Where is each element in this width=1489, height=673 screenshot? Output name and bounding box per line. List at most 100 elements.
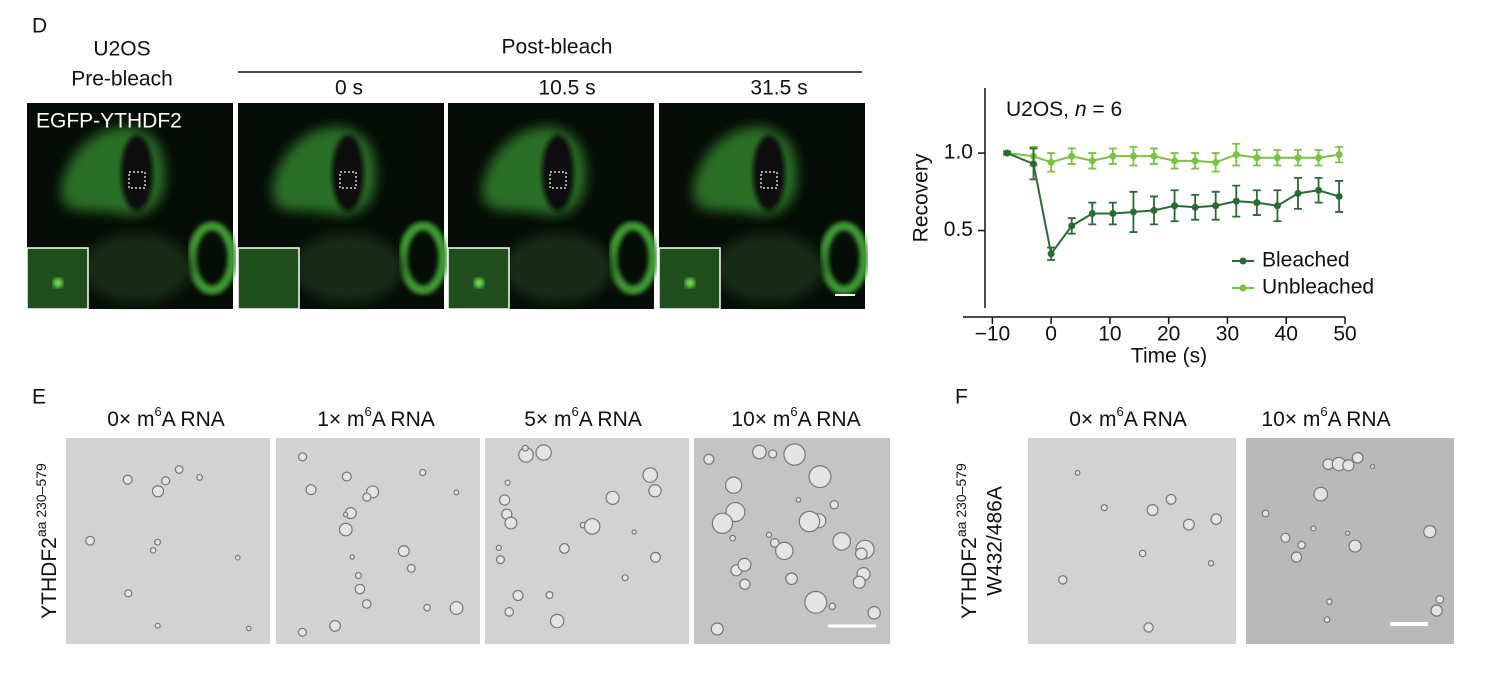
row-label-line2: W432/486A — [984, 486, 1007, 596]
point — [1129, 152, 1137, 160]
point — [1294, 189, 1302, 197]
droplet — [1261, 509, 1270, 518]
column-label: 1× m6A RNA — [317, 404, 435, 431]
droplet — [423, 603, 431, 612]
droplet — [1207, 560, 1215, 567]
droplet — [1182, 518, 1195, 531]
micrograph — [485, 438, 689, 644]
point — [1171, 157, 1179, 165]
panel-label: E — [32, 386, 46, 409]
x-tick-label: 10 — [1098, 323, 1121, 346]
nucleus — [753, 135, 785, 211]
point — [1315, 186, 1323, 194]
cell-ring — [608, 221, 658, 295]
droplet — [739, 578, 751, 590]
droplet — [1323, 616, 1331, 623]
point — [1212, 202, 1220, 210]
droplet — [867, 606, 881, 620]
droplet — [1351, 451, 1364, 464]
point — [1191, 157, 1199, 165]
time-label: 31.5 s — [750, 77, 807, 100]
droplet — [341, 471, 352, 482]
point — [1030, 160, 1038, 168]
point — [1150, 206, 1158, 214]
cell-line: U2OS — [93, 38, 150, 61]
droplet — [521, 444, 529, 452]
droplet — [449, 601, 464, 615]
point — [1273, 154, 1281, 162]
point — [1253, 154, 1261, 162]
point — [1232, 151, 1240, 159]
droplet — [829, 500, 839, 510]
droplet — [161, 476, 171, 486]
droplet — [354, 583, 366, 595]
droplet — [504, 479, 511, 486]
point — [1109, 209, 1117, 217]
column-label-suffix: A RNA — [1328, 408, 1391, 431]
droplet — [642, 467, 658, 483]
title-suffix: = 6 — [1087, 98, 1123, 121]
droplet — [703, 453, 715, 465]
droplet — [361, 599, 372, 609]
protein-label: EGFP-YTHDF2 — [36, 110, 182, 133]
droplet — [1074, 470, 1081, 476]
column-label-prefix: 5× m — [524, 408, 571, 431]
dim-cell — [293, 233, 403, 303]
droplet — [453, 489, 460, 496]
droplet — [354, 572, 362, 580]
legend-marker — [1239, 284, 1247, 292]
droplet — [605, 490, 620, 505]
droplet — [737, 557, 752, 572]
droplet — [710, 622, 724, 636]
droplet — [1100, 504, 1108, 512]
granule — [474, 278, 484, 288]
droplet — [1326, 598, 1333, 605]
point — [1294, 154, 1302, 162]
point — [1191, 203, 1199, 211]
nucleus — [542, 135, 574, 211]
panel-label: F — [955, 386, 968, 409]
droplet — [419, 468, 427, 477]
column-label-prefix: 10× m — [1261, 408, 1320, 431]
droplet — [1290, 551, 1303, 563]
droplet — [1369, 463, 1376, 470]
roi — [339, 171, 357, 189]
row-label-main: YTHDF2 — [38, 537, 61, 619]
droplet — [583, 518, 601, 535]
x-tick-label: 50 — [1333, 323, 1356, 346]
droplet — [535, 444, 552, 461]
granule — [685, 278, 695, 288]
droplet — [122, 474, 133, 485]
droplet — [1348, 539, 1362, 553]
point — [1047, 158, 1055, 166]
droplet — [795, 497, 802, 503]
droplet — [329, 619, 341, 632]
droplet — [504, 516, 518, 530]
chart-title: U2OS, n = 6 — [1006, 98, 1122, 121]
column-label: 5× m6A RNA — [524, 404, 642, 431]
point — [1088, 157, 1096, 165]
droplet — [828, 602, 836, 611]
droplet — [234, 554, 241, 561]
column-label: 0× m6A RNA — [1069, 404, 1187, 431]
title-prefix: U2OS, — [1006, 98, 1075, 121]
dim-cell — [714, 233, 824, 303]
droplet — [1143, 622, 1154, 633]
droplet — [775, 541, 794, 561]
nucleus — [121, 135, 153, 211]
nucleus — [332, 135, 364, 211]
roi — [128, 171, 146, 189]
droplet — [783, 443, 806, 466]
point — [1315, 154, 1323, 162]
droplet — [504, 607, 515, 617]
droplet — [804, 590, 828, 614]
micrograph — [276, 438, 480, 644]
droplet — [1310, 525, 1317, 532]
droplet — [512, 589, 524, 602]
droplet — [1430, 604, 1443, 617]
droplet — [154, 622, 161, 629]
point — [1088, 209, 1096, 217]
droplet — [85, 535, 96, 546]
column-label-sup: 6 — [1117, 404, 1124, 419]
